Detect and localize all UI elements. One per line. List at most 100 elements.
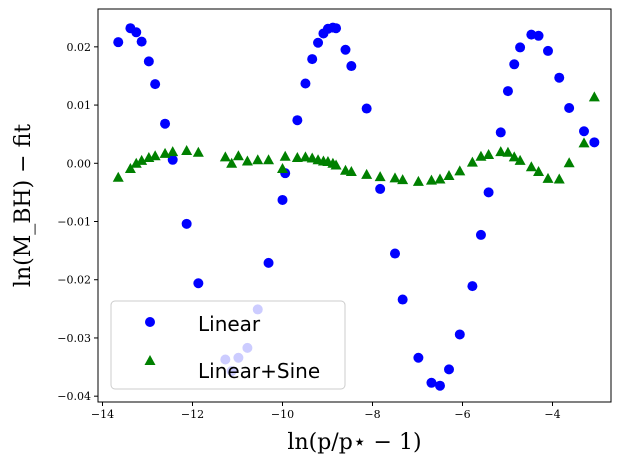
legend-label-linear-sine: Linear+Sine: [198, 359, 320, 383]
linear-data-point: [554, 72, 565, 83]
linear-data-point: [515, 42, 526, 53]
linear-data-point: [533, 30, 544, 41]
linear-data-point: [454, 329, 465, 340]
linear-sine-data-point: [578, 137, 590, 148]
linear-sine-data-point: [374, 171, 386, 182]
linear-sine-data-point: [514, 154, 526, 165]
linear-sine-data-point: [495, 146, 507, 157]
y-tick-label: 0.00: [67, 157, 92, 170]
linear-sine-data-point: [533, 165, 545, 176]
linear-data-point: [193, 278, 204, 289]
x-tick-label: −4: [544, 408, 560, 421]
linear-data-point: [143, 56, 154, 67]
linear-sine-data-point: [553, 173, 565, 184]
x-tick-label: −12: [181, 408, 204, 421]
linear-sine-data-point: [588, 91, 600, 102]
y-tick-label: −0.02: [57, 274, 91, 287]
linear-sine-data-point: [219, 151, 231, 162]
linear-data-point: [136, 36, 147, 47]
legend: Linear Linear+Sine: [110, 300, 346, 390]
linear-data-point: [150, 79, 161, 90]
linear-sine-data-point: [277, 163, 288, 174]
linear-sine-data-point: [159, 147, 171, 158]
linear-sine-data-point: [508, 151, 520, 162]
linear-sine-data-point: [167, 146, 179, 157]
x-axis-title: ln(p/p⋆ − 1): [287, 430, 421, 455]
linear-data-point: [292, 115, 303, 126]
linear-data-point: [475, 229, 486, 240]
linear-data-point: [113, 37, 124, 48]
linear-sine-data-point: [389, 172, 401, 183]
linear-data-point: [397, 294, 408, 305]
x-tick-label: −8: [364, 408, 380, 421]
linear-data-point: [340, 44, 351, 55]
linear-sine-data-point: [252, 154, 264, 165]
plot-frame: [97, 8, 612, 403]
linear-sine-data-point: [502, 146, 514, 157]
linear-data-point: [495, 127, 506, 138]
linear-sine-data-point: [434, 173, 446, 184]
linear-data-point: [467, 281, 478, 292]
linear-sine-data-point: [525, 161, 537, 172]
y-axis-title: ln(M_BH) − fit: [11, 124, 36, 287]
linear-sine-data-point: [397, 174, 409, 185]
linear-data-point: [331, 23, 342, 34]
linear-data-point: [413, 352, 424, 363]
linear-sine-data-point: [425, 174, 437, 185]
linear-sine-data-point: [112, 171, 124, 182]
linear-sine-data-point: [563, 157, 575, 168]
linear-sine-data-point: [542, 172, 554, 183]
linear-data-point: [263, 257, 274, 268]
legend-marker-linear: [145, 317, 155, 327]
linear-sine-data-point: [263, 154, 275, 165]
linear-sine-data-point: [241, 155, 253, 166]
x-tick-label: −10: [271, 408, 294, 421]
linear-sine-data-point: [412, 175, 424, 186]
linear-sine-data-point: [149, 150, 161, 161]
linear-data-point: [444, 364, 454, 375]
y-tick-label: −0.01: [57, 216, 91, 229]
y-tick-label: 0.02: [67, 41, 92, 54]
y-tick-label: −0.04: [57, 390, 91, 403]
linear-sine-data-point: [483, 149, 495, 160]
linear-sine-data-point: [345, 165, 357, 176]
linear-sine-data-point: [124, 163, 136, 174]
linear-sine-data-point: [361, 168, 373, 179]
y-tick-label: 0.01: [67, 99, 92, 112]
linear-data-point: [426, 377, 437, 388]
linear-sine-data-point: [192, 146, 204, 157]
linear-data-point: [483, 187, 494, 198]
linear-sine-data-point: [226, 157, 238, 168]
linear-sine-data-point: [330, 159, 342, 170]
linear-data-point: [435, 380, 445, 391]
linear-data-point: [564, 102, 575, 113]
x-tick-label: −6: [454, 408, 470, 421]
linear-data-point: [579, 126, 589, 137]
linear-data-point: [313, 37, 324, 48]
linear-data-point: [543, 45, 553, 56]
linear-sine-data-point: [136, 154, 148, 165]
y-tick-label: −0.03: [57, 332, 91, 345]
linear-data-point: [589, 137, 600, 148]
linear-data-point: [300, 78, 311, 89]
linear-data-point: [502, 86, 513, 97]
linear-sine-data-point: [181, 144, 193, 155]
linear-data-point: [509, 59, 520, 70]
legend-label-linear: Linear: [198, 312, 261, 336]
legend-marker-linear-sine: [144, 355, 156, 365]
linear-sine-data-point: [466, 156, 478, 167]
linear-data-point: [390, 248, 400, 259]
linear-data-point: [277, 194, 288, 205]
linear-data-point: [361, 103, 372, 114]
legend-frame: [110, 300, 346, 390]
linear-data-point: [307, 54, 318, 65]
linear-sine-data-point: [279, 150, 291, 161]
linear-data-point: [346, 61, 357, 72]
linear-data-point: [160, 118, 171, 129]
linear-data-point: [375, 183, 386, 194]
linear-sine-data-point: [130, 157, 142, 168]
linear-sine-data-point: [454, 165, 466, 176]
linear-sine-data-point: [443, 170, 455, 181]
linear-data-point: [131, 27, 142, 38]
